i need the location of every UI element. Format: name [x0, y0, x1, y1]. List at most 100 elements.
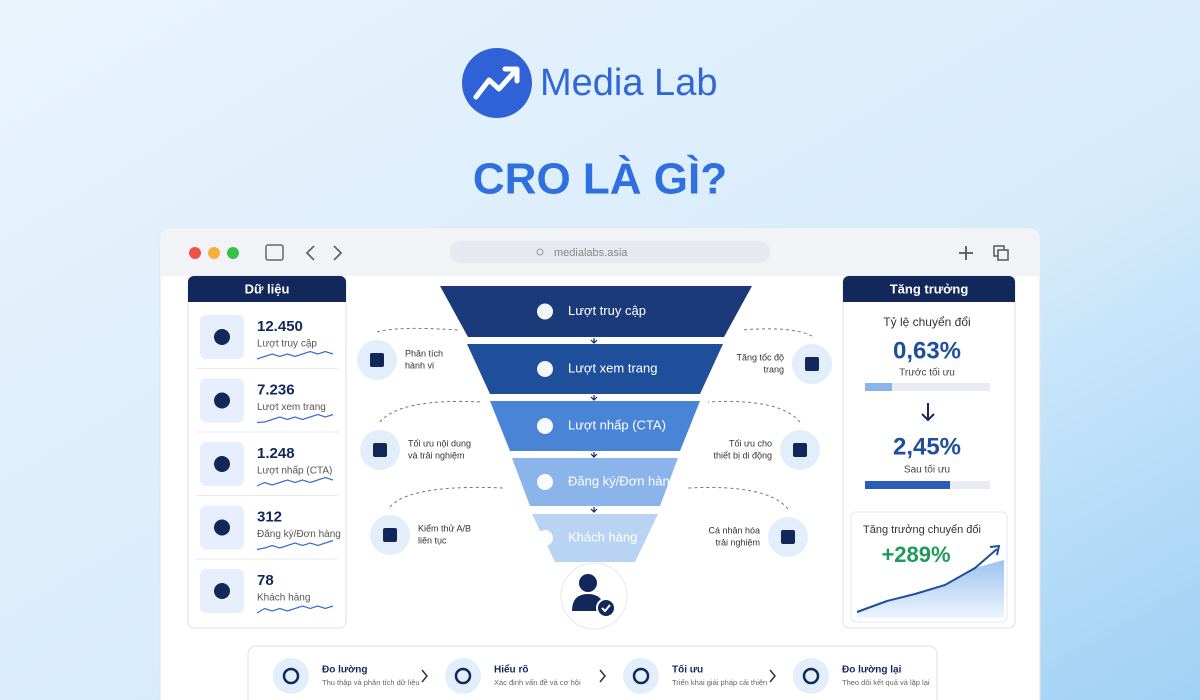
tactic-connector — [376, 327, 459, 333]
after-bar-fill — [865, 481, 950, 489]
tactic-label: Tối ưu cho — [729, 438, 772, 448]
tactic-connector — [687, 487, 789, 510]
before-bar-fill — [865, 383, 892, 391]
tactic-glyph — [793, 443, 807, 457]
stage-icon — [537, 474, 553, 490]
sidebar-button[interactable] — [265, 244, 284, 261]
tactic-label: Tối ưu nội dung — [408, 438, 471, 448]
item-label: Khách hàng — [257, 593, 310, 604]
data-items: 12.450 Lượt truy cập 7.236 Lượt xem trang 1.… — [196, 315, 341, 614]
steps: Đo lường Thu thập và phân tích dữ liệu Hiể… — [273, 658, 930, 694]
tactic-glyph — [781, 530, 795, 544]
step-desc: Triển khai giải pháp cải thiện — [672, 678, 767, 687]
step-glyph — [802, 667, 820, 685]
new-tab-button[interactable] — [959, 246, 973, 260]
stage-label: Lượt truy cập — [568, 303, 646, 318]
item-label: Lượt truy cập — [257, 339, 317, 350]
funnel-stage — [440, 286, 752, 337]
tactic-glyph — [383, 528, 397, 542]
step-chevron — [421, 669, 428, 683]
brand-name: Media Lab — [540, 62, 717, 104]
tactic-connector — [741, 328, 813, 337]
tactic-label: Cá nhân hóa — [708, 525, 760, 535]
customer-check — [596, 598, 616, 618]
step-icon — [273, 658, 309, 694]
stage-label: Đăng ký/Đơn hàng — [568, 473, 677, 488]
data-panel-header — [188, 276, 346, 302]
tactic-connector — [389, 486, 505, 508]
step-desc: Theo dõi kết quả và lặp lại — [842, 678, 930, 687]
address-bar[interactable] — [450, 241, 770, 263]
item-icon — [214, 329, 230, 345]
stage-icon — [537, 361, 553, 377]
page-title: CRO LÀ GÌ? — [473, 154, 727, 204]
tactic-label: Kiểm thử A/B — [418, 523, 471, 533]
back-button[interactable] — [305, 245, 315, 261]
item-label: Đăng ký/Đơn hàng — [257, 529, 341, 540]
step-title: Đo lường lại — [842, 665, 902, 676]
step-desc: Thu thập và phân tích dữ liệu — [322, 678, 420, 687]
funnel-stage — [532, 514, 658, 562]
step-glyph — [454, 667, 472, 685]
growth-panel-header — [843, 276, 1015, 302]
logo-arrow-head — [502, 66, 520, 84]
item-icon — [214, 583, 230, 599]
stage-icon — [537, 303, 553, 320]
before-bar-track — [865, 383, 990, 391]
step-icon — [445, 658, 481, 694]
growth-panel-title: Tăng trưởng — [890, 281, 969, 296]
item-value: 12.450 — [257, 318, 303, 335]
item-value: 78 — [257, 572, 274, 589]
window-close[interactable] — [189, 247, 201, 259]
stage-icon — [537, 530, 553, 546]
growth-value: +289% — [881, 542, 950, 567]
step-desc: Xác định vấn đề và cơ hội — [494, 678, 581, 687]
window-maximize[interactable] — [227, 247, 239, 259]
stage-arrow — [590, 395, 598, 401]
funnel-stage — [490, 401, 700, 451]
stage-label: Lượt nhấp (CTA) — [568, 417, 666, 432]
before-value: 0,63% — [893, 337, 961, 364]
step-icon — [793, 658, 829, 694]
customer-head — [579, 574, 597, 592]
item-icon — [214, 392, 230, 409]
sparkline — [256, 350, 334, 360]
growth-label: Tăng trưởng chuyển đổi — [863, 524, 981, 536]
funnel-stage — [467, 344, 723, 394]
stage-label: Lượt xem trang — [568, 360, 657, 375]
stage-icon — [537, 418, 553, 434]
step-glyph — [632, 667, 650, 685]
check-mark — [601, 604, 611, 613]
tactic-glyph — [373, 443, 387, 457]
growth-area — [857, 560, 1004, 618]
tactic-label: và trải nghiệm — [408, 450, 465, 460]
stage-arrow — [590, 507, 598, 513]
tactic-label: liên tục — [418, 535, 447, 545]
item-label: Lượt xem trang — [257, 402, 326, 413]
tabs-button-back — [997, 249, 1009, 261]
sparkline — [256, 413, 334, 424]
after-value: 2,45% — [893, 433, 961, 460]
item-label: Lượt nhấp (CTA) — [257, 465, 332, 477]
tactic-label: trải nghiệm — [715, 537, 760, 547]
growth-line — [856, 548, 998, 613]
funnel: Lượt truy cập Lượt xem trang Lượt nhấp (CT… — [440, 286, 752, 562]
tactic-connector — [707, 400, 801, 423]
window-minimize[interactable] — [208, 247, 220, 259]
stage-arrow — [590, 338, 598, 344]
sparkline — [256, 476, 334, 487]
customer-body — [572, 594, 604, 611]
tactic-label: hành vi — [405, 360, 434, 370]
item-value: 312 — [257, 508, 282, 525]
stage-arrow — [590, 452, 598, 458]
rate-label: Tỷ lệ chuyển đổi — [883, 315, 970, 329]
tactic-label: trang — [763, 364, 784, 374]
step-icon — [623, 658, 659, 694]
item-value: 1.248 — [257, 445, 295, 462]
forward-button[interactable] — [333, 245, 343, 261]
funnel-stage — [512, 458, 678, 506]
url-text: medialabs.asia — [554, 247, 628, 259]
data-panel-title: Dữ liệu — [245, 281, 290, 296]
